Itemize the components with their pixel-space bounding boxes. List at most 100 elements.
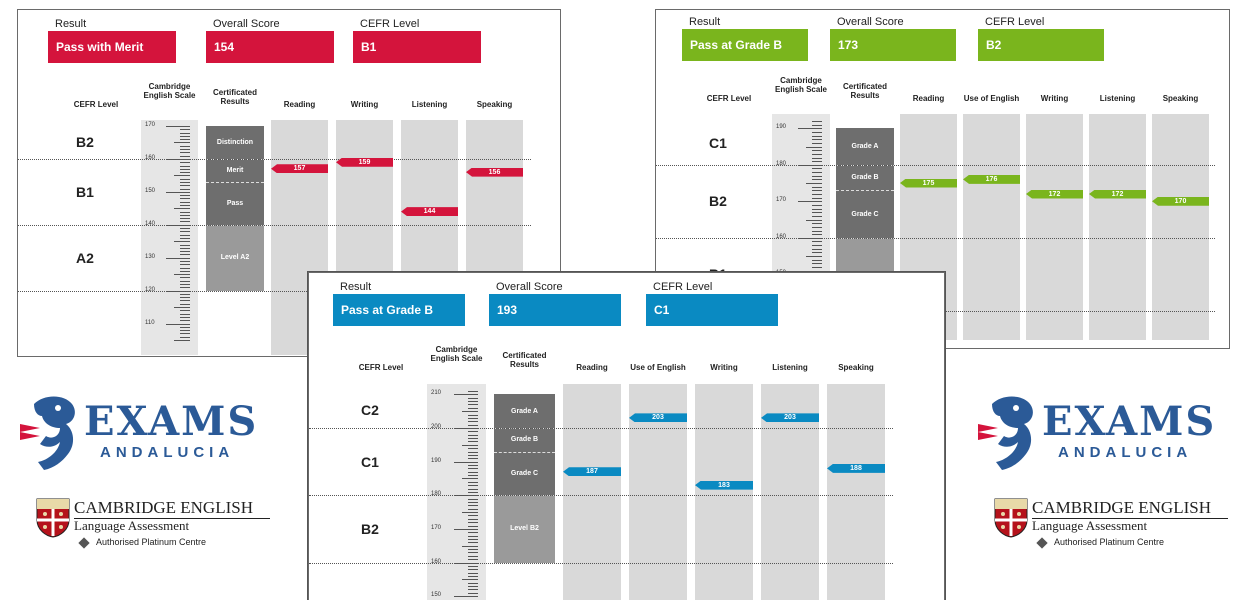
col-head-cefr-level: CEFR Level [73, 100, 119, 109]
scale-tick [812, 226, 822, 228]
col-head-reading: Reading [283, 100, 316, 109]
score-flag-use-of-english: 203 [629, 413, 687, 423]
scale-label: 150 [145, 187, 156, 194]
scale-tick [812, 248, 822, 250]
scale-tick [806, 219, 822, 221]
cert-segment-divider [836, 190, 894, 192]
scale-label: 170 [431, 524, 442, 531]
scale-tick [468, 401, 478, 403]
scale-tick [806, 146, 822, 148]
score-flag-listening: 203 [761, 413, 819, 423]
scale-tick [180, 277, 190, 279]
scale-tick [180, 300, 190, 302]
cert-segment-distinction: Distinction [206, 126, 264, 159]
scale-tick [468, 592, 478, 594]
scale-tick [468, 508, 478, 510]
scale-tick [180, 316, 190, 318]
scale-tick [166, 257, 190, 259]
exams-logo-text: EXAMS [84, 398, 259, 445]
scale-tick [180, 287, 190, 289]
scale-tick [180, 168, 190, 170]
scale-tick [166, 323, 190, 325]
andalucia-logo-text: ANDALUCIA [100, 444, 235, 461]
scale-tick [812, 179, 822, 181]
scale-tick [180, 214, 190, 216]
cambridge-shield-icon [36, 498, 70, 538]
scale-tick [468, 434, 478, 436]
scale-label: 170 [776, 197, 787, 204]
scale-tick [180, 333, 190, 335]
cert-segment-grade-c: Grade C [836, 190, 894, 238]
cefr-level-value: B1 [353, 31, 481, 63]
scale-tick [454, 528, 478, 530]
scale-tick [812, 150, 822, 152]
scale-tick [468, 448, 478, 450]
cert-segment-merit: Merit [206, 158, 264, 182]
report-panel-grade-b-c1: Result Pass at Grade B Overall Score 193 CEF… [308, 272, 945, 600]
scale-tick [468, 586, 478, 588]
scale-tick [180, 330, 190, 332]
scale-tick [174, 340, 190, 341]
scale-tick [462, 444, 478, 446]
score-flag-writing: 172 [1026, 189, 1083, 199]
scale-tick [180, 228, 190, 230]
andalucia-logo-text: ANDALUCIA [1058, 444, 1193, 461]
scale-tick [812, 121, 822, 122]
scale-tick [812, 267, 822, 268]
score-flag-speaking: 170 [1152, 196, 1209, 206]
scale-tick [468, 589, 478, 591]
score-flag-speaking: 156 [466, 167, 523, 177]
col-head-cefr-level: CEFR Level [706, 94, 752, 103]
authorised-centre-text: Authorised Platinum Centre [1054, 537, 1165, 547]
cefr-band-b2: B2 [361, 520, 379, 537]
score-flag-listening: 172 [1089, 189, 1146, 199]
scale-tick [812, 259, 822, 261]
result-label: Result [55, 18, 87, 30]
scale-tick [180, 152, 190, 154]
overall-score-label: Overall Score [213, 18, 280, 30]
col-head-listening: Listening [1099, 94, 1136, 103]
scale-tick [468, 555, 478, 557]
scale-tick [174, 175, 190, 177]
cefr-level-value: C1 [646, 294, 778, 326]
scale-tick [454, 394, 478, 396]
scale-tick [468, 532, 478, 534]
scale-tick [812, 186, 822, 188]
col-head-writing: Writing [350, 100, 379, 109]
scale-tick [180, 313, 190, 315]
col-head-listening: Listening [772, 363, 808, 372]
scale-tick [468, 525, 478, 527]
scale-tick [468, 542, 478, 544]
scale-tick [468, 417, 478, 419]
scale-label: 170 [145, 122, 156, 128]
scale-tick [166, 191, 190, 193]
result-label: Result [340, 281, 372, 293]
scale-label: 120 [145, 286, 156, 293]
scale-tick [180, 234, 190, 236]
cefr-band-line [309, 495, 893, 497]
scale-tick [180, 270, 190, 272]
scale-tick [812, 153, 822, 155]
cefr-level-label: CEFR Level [653, 281, 713, 293]
scale-tick [812, 270, 822, 272]
cefr-band-line [18, 158, 531, 160]
scale-tick [468, 522, 478, 524]
overall-score-value: 173 [830, 29, 956, 61]
scale-tick [180, 139, 190, 141]
scale-tick [812, 142, 822, 144]
scale-tick [180, 310, 190, 312]
cert-segment-level-a2: Level A2 [206, 224, 264, 291]
cefr-band-c1: C1 [361, 453, 379, 470]
result-value: Pass at Grade B [682, 29, 808, 61]
cert-segment-grade-b: Grade B [494, 428, 555, 452]
scale-tick [462, 512, 478, 514]
scale-tick [798, 128, 822, 130]
scale-tick [812, 157, 822, 159]
scale-tick [180, 149, 190, 151]
exams-logo-text: EXAMS [1042, 398, 1217, 445]
scale-label: 210 [431, 390, 442, 397]
scale-tick [468, 475, 478, 477]
scale-tick [468, 441, 478, 443]
cert-segment-grade-b: Grade B [836, 164, 894, 191]
cert-segment-level-b2: Level B2 [494, 495, 555, 563]
